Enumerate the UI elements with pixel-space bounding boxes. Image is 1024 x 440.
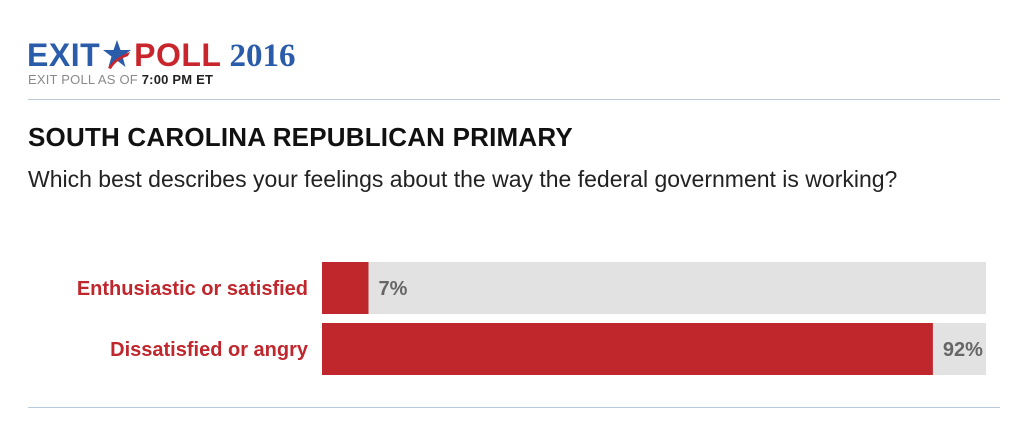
divider-top	[28, 99, 1000, 100]
category-label: Enthusiastic or satisfied	[77, 278, 308, 300]
logo-exit-word: EXIT	[27, 37, 101, 73]
exit-poll-logo: EXIT POLL 2016	[27, 34, 295, 74]
value-label: 7%	[378, 278, 407, 300]
logo-poll-word: POLL	[134, 37, 222, 73]
bar	[322, 323, 933, 375]
exit-poll-timestamp: EXIT POLL AS OF 7:00 PM ET	[28, 72, 213, 87]
asof-prefix: EXIT POLL AS OF	[28, 72, 142, 87]
category-label: Dissatisfied or angry	[110, 339, 309, 361]
star-icon	[102, 38, 132, 70]
asof-time: 7:00 PM ET	[141, 72, 214, 87]
chart-title: SOUTH CAROLINA REPUBLICAN PRIMARY	[28, 122, 573, 152]
poll-question: Which best describes your feelings about…	[28, 166, 898, 192]
bar	[322, 262, 369, 314]
value-label: 92%	[943, 339, 983, 361]
bar-track	[322, 262, 986, 314]
logo-year: 2016	[229, 38, 296, 74]
divider-bottom	[28, 407, 1000, 408]
